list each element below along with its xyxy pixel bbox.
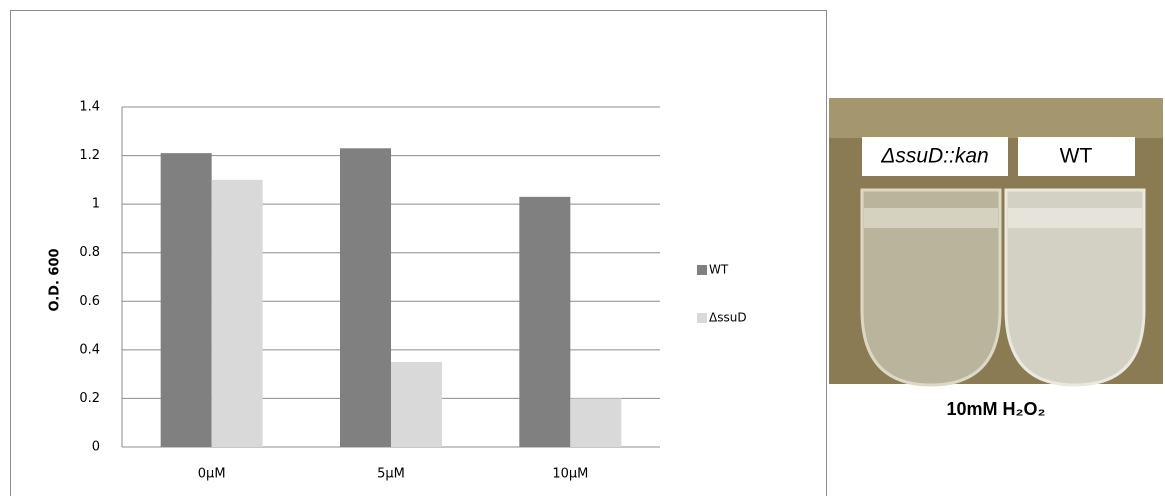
tube-right [1004, 188, 1146, 387]
bar [211, 179, 263, 447]
meniscus-left [864, 208, 998, 228]
y-tick-label: 1.4 [79, 100, 100, 115]
y-tick-label: 0.2 [79, 391, 100, 406]
y-tick-label: 0 [92, 440, 100, 455]
x-tick-label: 0μM [198, 467, 226, 482]
y-tick-label: 1.2 [79, 148, 100, 163]
bar [570, 398, 622, 447]
y-tick-label: 1 [92, 197, 100, 212]
y-tick-label: 0.8 [79, 245, 100, 260]
photo: ΔssuD::kan WT [829, 98, 1163, 387]
photo-shade [829, 98, 1163, 138]
bar [160, 153, 212, 447]
bar [391, 362, 442, 447]
label-box [1018, 137, 1135, 176]
y-tick-label: 0.6 [79, 294, 100, 309]
tube-left [860, 188, 1002, 387]
legend-label: WT [709, 263, 729, 277]
x-tick-label: 10μM [552, 467, 588, 482]
legend-swatch [697, 313, 707, 323]
label-box [862, 137, 1008, 176]
meniscus-right [1008, 208, 1142, 228]
bar [340, 148, 391, 448]
photo-label: WT [1060, 145, 1093, 168]
photo-label: ΔssuD::kan [880, 145, 988, 168]
bar [519, 196, 571, 447]
y-tick-label: 0.4 [79, 342, 100, 357]
photo-caption: 10mM H₂O₂ [946, 399, 1045, 419]
legend-label: ΔssuD [709, 311, 747, 325]
legend-swatch [697, 265, 707, 275]
x-tick-label: 5μM [377, 467, 405, 482]
y-axis-label: O.D. 600 [48, 248, 63, 311]
